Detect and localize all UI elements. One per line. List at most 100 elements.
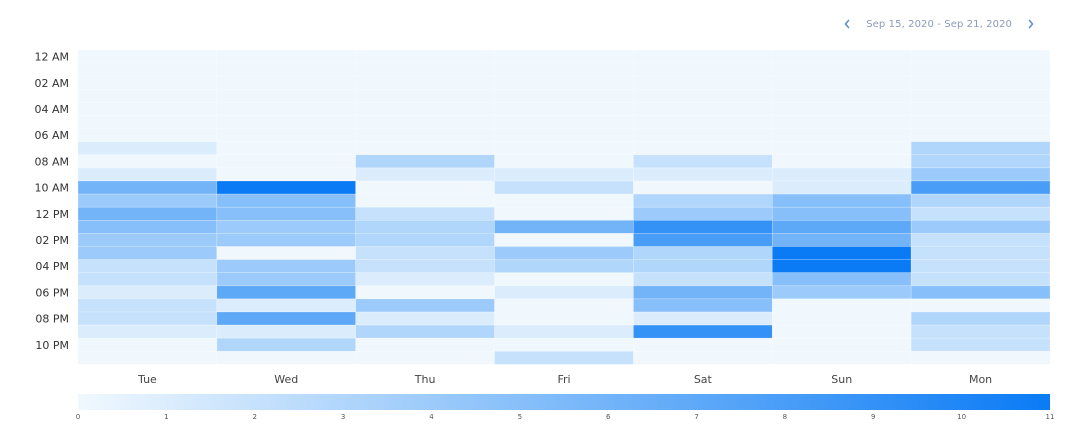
heatmap-cell bbox=[771, 128, 912, 143]
next-week-button[interactable] bbox=[1024, 14, 1038, 34]
heatmap-cell bbox=[633, 128, 773, 143]
heatmap-cell bbox=[633, 193, 773, 208]
heatmap-cell bbox=[355, 89, 495, 103]
heatmap-cell bbox=[494, 89, 634, 103]
heatmap-cell bbox=[216, 75, 357, 90]
legend-tick-label: 11 bbox=[1046, 413, 1055, 421]
y-tick-label: 12 AM bbox=[34, 51, 69, 64]
heatmap-cell bbox=[494, 246, 634, 260]
legend-tick-label: 7 bbox=[694, 413, 698, 421]
heatmap-cell bbox=[355, 154, 495, 169]
heatmap-cell bbox=[494, 233, 634, 247]
heatmap-cell bbox=[77, 49, 218, 64]
heatmap-cell bbox=[77, 62, 218, 77]
heatmap-cell bbox=[771, 115, 912, 129]
heatmap-cell bbox=[910, 141, 1051, 156]
heatmap-cell bbox=[771, 246, 912, 260]
heatmap-cell bbox=[771, 75, 912, 90]
heatmap-cell bbox=[355, 298, 495, 313]
heatmap-cell bbox=[910, 350, 1051, 365]
heatmap-cell bbox=[77, 324, 218, 339]
heatmap-cell bbox=[494, 220, 634, 234]
heatmap-cell bbox=[910, 115, 1051, 129]
heatmap-cell bbox=[633, 89, 773, 103]
heatmap-cell bbox=[910, 102, 1051, 116]
x-tick-label: Wed bbox=[274, 373, 298, 386]
heatmap-cell bbox=[633, 75, 773, 90]
heatmap-cell bbox=[633, 298, 773, 313]
heatmap-cell bbox=[77, 220, 218, 234]
y-tick-label: 06 AM bbox=[34, 129, 69, 142]
heatmap-cell bbox=[494, 206, 634, 221]
x-tick-label: Sun bbox=[831, 373, 852, 386]
heatmap-cell bbox=[910, 233, 1051, 247]
x-tick-label: Tue bbox=[137, 373, 157, 386]
heatmap-cell bbox=[355, 285, 495, 300]
heatmap-cell bbox=[494, 49, 634, 64]
heatmap-cell bbox=[355, 49, 495, 64]
heatmap-cell bbox=[910, 285, 1051, 300]
legend-tick-label: 10 bbox=[957, 413, 966, 421]
heatmap-cell bbox=[77, 89, 218, 103]
heatmap-cell bbox=[355, 141, 495, 156]
heatmap-cell bbox=[910, 62, 1051, 77]
x-tick-label: Mon bbox=[969, 373, 992, 386]
heatmap-cell bbox=[77, 128, 218, 143]
heatmap-cell bbox=[910, 193, 1051, 208]
heatmap-cell bbox=[771, 167, 912, 182]
heatmap-cell bbox=[355, 259, 495, 274]
heatmap-cell bbox=[355, 102, 495, 116]
y-tick-label: 02 AM bbox=[34, 77, 69, 90]
heatmap-cell bbox=[216, 233, 357, 247]
heatmap-cell bbox=[633, 285, 773, 300]
heatmap-cell bbox=[77, 154, 218, 169]
heatmap-cell bbox=[771, 311, 912, 326]
heatmap-cell bbox=[910, 89, 1051, 103]
heatmap-cell bbox=[910, 154, 1051, 169]
previous-week-button[interactable] bbox=[840, 14, 854, 34]
heatmap-cell bbox=[216, 206, 357, 221]
heatmap-cell bbox=[216, 311, 357, 326]
heatmap-cell bbox=[633, 115, 773, 129]
heatmap-cell bbox=[77, 180, 218, 195]
legend-tick-label: 6 bbox=[606, 413, 611, 421]
heatmap-cell bbox=[216, 62, 357, 77]
heatmap-cell bbox=[77, 206, 218, 221]
heatmap-cell bbox=[771, 89, 912, 103]
heatmap-cell bbox=[910, 337, 1051, 352]
heatmap-cell bbox=[355, 128, 495, 143]
heatmap-cell bbox=[77, 259, 218, 274]
heatmap-cell bbox=[633, 350, 773, 365]
heatmap-cell bbox=[494, 337, 634, 352]
heatmap-cell bbox=[77, 141, 218, 156]
y-tick-label: 08 AM bbox=[34, 155, 69, 168]
heatmap-cell bbox=[216, 89, 357, 103]
legend-tick-label: 0 bbox=[76, 413, 80, 421]
heatmap-cell bbox=[494, 102, 634, 116]
heatmap-cell bbox=[633, 259, 773, 274]
y-axis-labels: 12 AM 02 AM 04 AM 06 AM 08 AM 10 AM 12 PM 02 PM… bbox=[34, 51, 69, 352]
heatmap-cell bbox=[355, 350, 495, 365]
heatmap-cell bbox=[77, 272, 218, 287]
heatmap-cell bbox=[633, 102, 773, 116]
heatmap-cell bbox=[77, 193, 218, 208]
heatmap-cell bbox=[910, 246, 1051, 260]
heatmap-cell bbox=[771, 49, 912, 64]
heatmap-cell bbox=[633, 311, 773, 326]
heatmap-cell bbox=[633, 272, 773, 287]
heatmap-cell bbox=[910, 324, 1051, 339]
heatmap-cell bbox=[494, 259, 634, 274]
heatmap-cell bbox=[216, 298, 357, 313]
y-tick-label: 10 PM bbox=[35, 339, 69, 352]
heatmap-cell bbox=[494, 180, 634, 195]
heatmap-cell bbox=[355, 75, 495, 90]
heatmap-cell bbox=[910, 167, 1051, 182]
heatmap-cell bbox=[355, 246, 495, 260]
y-tick-label: 08 PM bbox=[35, 313, 69, 326]
heatmap-cell bbox=[771, 324, 912, 339]
heatmap-cell bbox=[633, 180, 773, 195]
heatmap-cell bbox=[633, 324, 773, 339]
heatmap-cell bbox=[216, 324, 357, 339]
heatmap-cell bbox=[494, 154, 634, 169]
